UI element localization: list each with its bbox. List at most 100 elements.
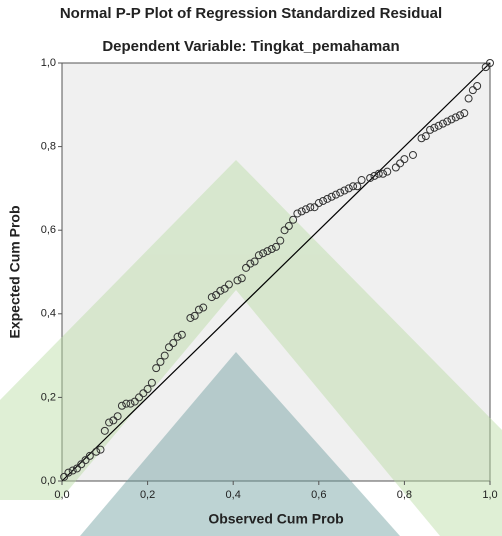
point: [460, 109, 469, 118]
watermark-shape: [80, 352, 400, 536]
point: [293, 209, 302, 218]
point: [451, 113, 460, 122]
point: [438, 119, 447, 128]
point: [233, 276, 242, 285]
point: [400, 155, 409, 164]
point: [353, 182, 362, 191]
chart-title: Normal P-P Plot of Regression Standardiz…: [60, 5, 442, 22]
x-tick-label: 0,6: [311, 489, 326, 501]
point: [327, 192, 336, 201]
point: [306, 203, 315, 212]
point: [77, 460, 86, 469]
point: [224, 280, 233, 289]
point: [481, 63, 490, 72]
point: [396, 159, 405, 168]
point: [160, 351, 169, 360]
point: [331, 190, 340, 199]
point: [216, 286, 225, 295]
point: [357, 176, 366, 185]
x-tick-label: 0,4: [226, 489, 241, 501]
point: [473, 81, 482, 90]
point: [443, 117, 452, 126]
point: [92, 447, 101, 456]
point: [156, 357, 165, 366]
point: [143, 385, 152, 394]
point: [430, 123, 439, 132]
x-tick-label: 0,8: [397, 489, 412, 501]
chart-subtitle: Dependent Variable: Tingkat_pemahaman: [102, 38, 399, 55]
point: [186, 313, 195, 322]
point: [173, 332, 182, 341]
point: [310, 203, 319, 212]
point: [284, 222, 293, 231]
point: [109, 416, 118, 425]
point: [259, 249, 268, 258]
point: [139, 389, 148, 398]
x-axis-label: Observed Cum Prob: [208, 511, 343, 527]
point: [426, 125, 435, 134]
point: [297, 207, 306, 216]
point: [340, 186, 349, 195]
point: [319, 196, 328, 205]
watermark-shape: [0, 160, 502, 536]
x-tick-label: 1,0: [482, 489, 497, 501]
reference-line: [61, 62, 491, 482]
point: [60, 472, 69, 481]
point: [212, 290, 221, 299]
point: [434, 121, 443, 130]
point: [366, 173, 375, 182]
point: [250, 257, 259, 266]
point: [408, 150, 417, 159]
point: [122, 399, 131, 408]
y-tick-label: 0,6: [41, 224, 56, 236]
point: [267, 245, 276, 254]
point: [81, 456, 90, 465]
y-tick-label: 0,8: [41, 141, 56, 153]
point: [456, 111, 465, 120]
point: [323, 194, 332, 203]
point: [464, 94, 473, 103]
point: [417, 134, 426, 143]
point: [135, 393, 144, 402]
point: [169, 339, 178, 348]
point: [199, 303, 208, 312]
point: [113, 412, 122, 421]
point: [237, 274, 246, 283]
point: [246, 259, 255, 268]
point: [190, 311, 199, 320]
x-tick-label: 0,2: [140, 489, 155, 501]
point: [177, 330, 186, 339]
point: [152, 364, 161, 373]
point: [379, 169, 387, 178]
point: [314, 199, 323, 208]
y-tick-label: 0,4: [41, 308, 56, 320]
point: [344, 184, 353, 193]
point: [272, 242, 280, 251]
point: [263, 247, 272, 256]
point: [468, 86, 477, 95]
point: [220, 284, 229, 293]
point: [421, 132, 430, 141]
point: [349, 182, 358, 191]
point: [254, 251, 263, 260]
y-tick-label: 1,0: [41, 57, 56, 69]
point: [100, 426, 109, 435]
x-tick-label: 0,0: [54, 489, 69, 501]
point: [165, 343, 173, 352]
point: [447, 115, 456, 124]
point: [242, 263, 251, 272]
point: [85, 451, 94, 460]
point: [336, 188, 345, 197]
point: [72, 464, 81, 473]
point: [280, 226, 289, 235]
point: [117, 401, 126, 410]
point: [147, 378, 156, 387]
point: [96, 445, 105, 454]
point: [374, 169, 383, 178]
y-axis-label: Expected Cum Prob: [7, 205, 23, 338]
point: [383, 167, 392, 176]
watermark: [0, 160, 502, 536]
point: [194, 305, 203, 314]
y-tick-label: 0,2: [41, 391, 56, 403]
